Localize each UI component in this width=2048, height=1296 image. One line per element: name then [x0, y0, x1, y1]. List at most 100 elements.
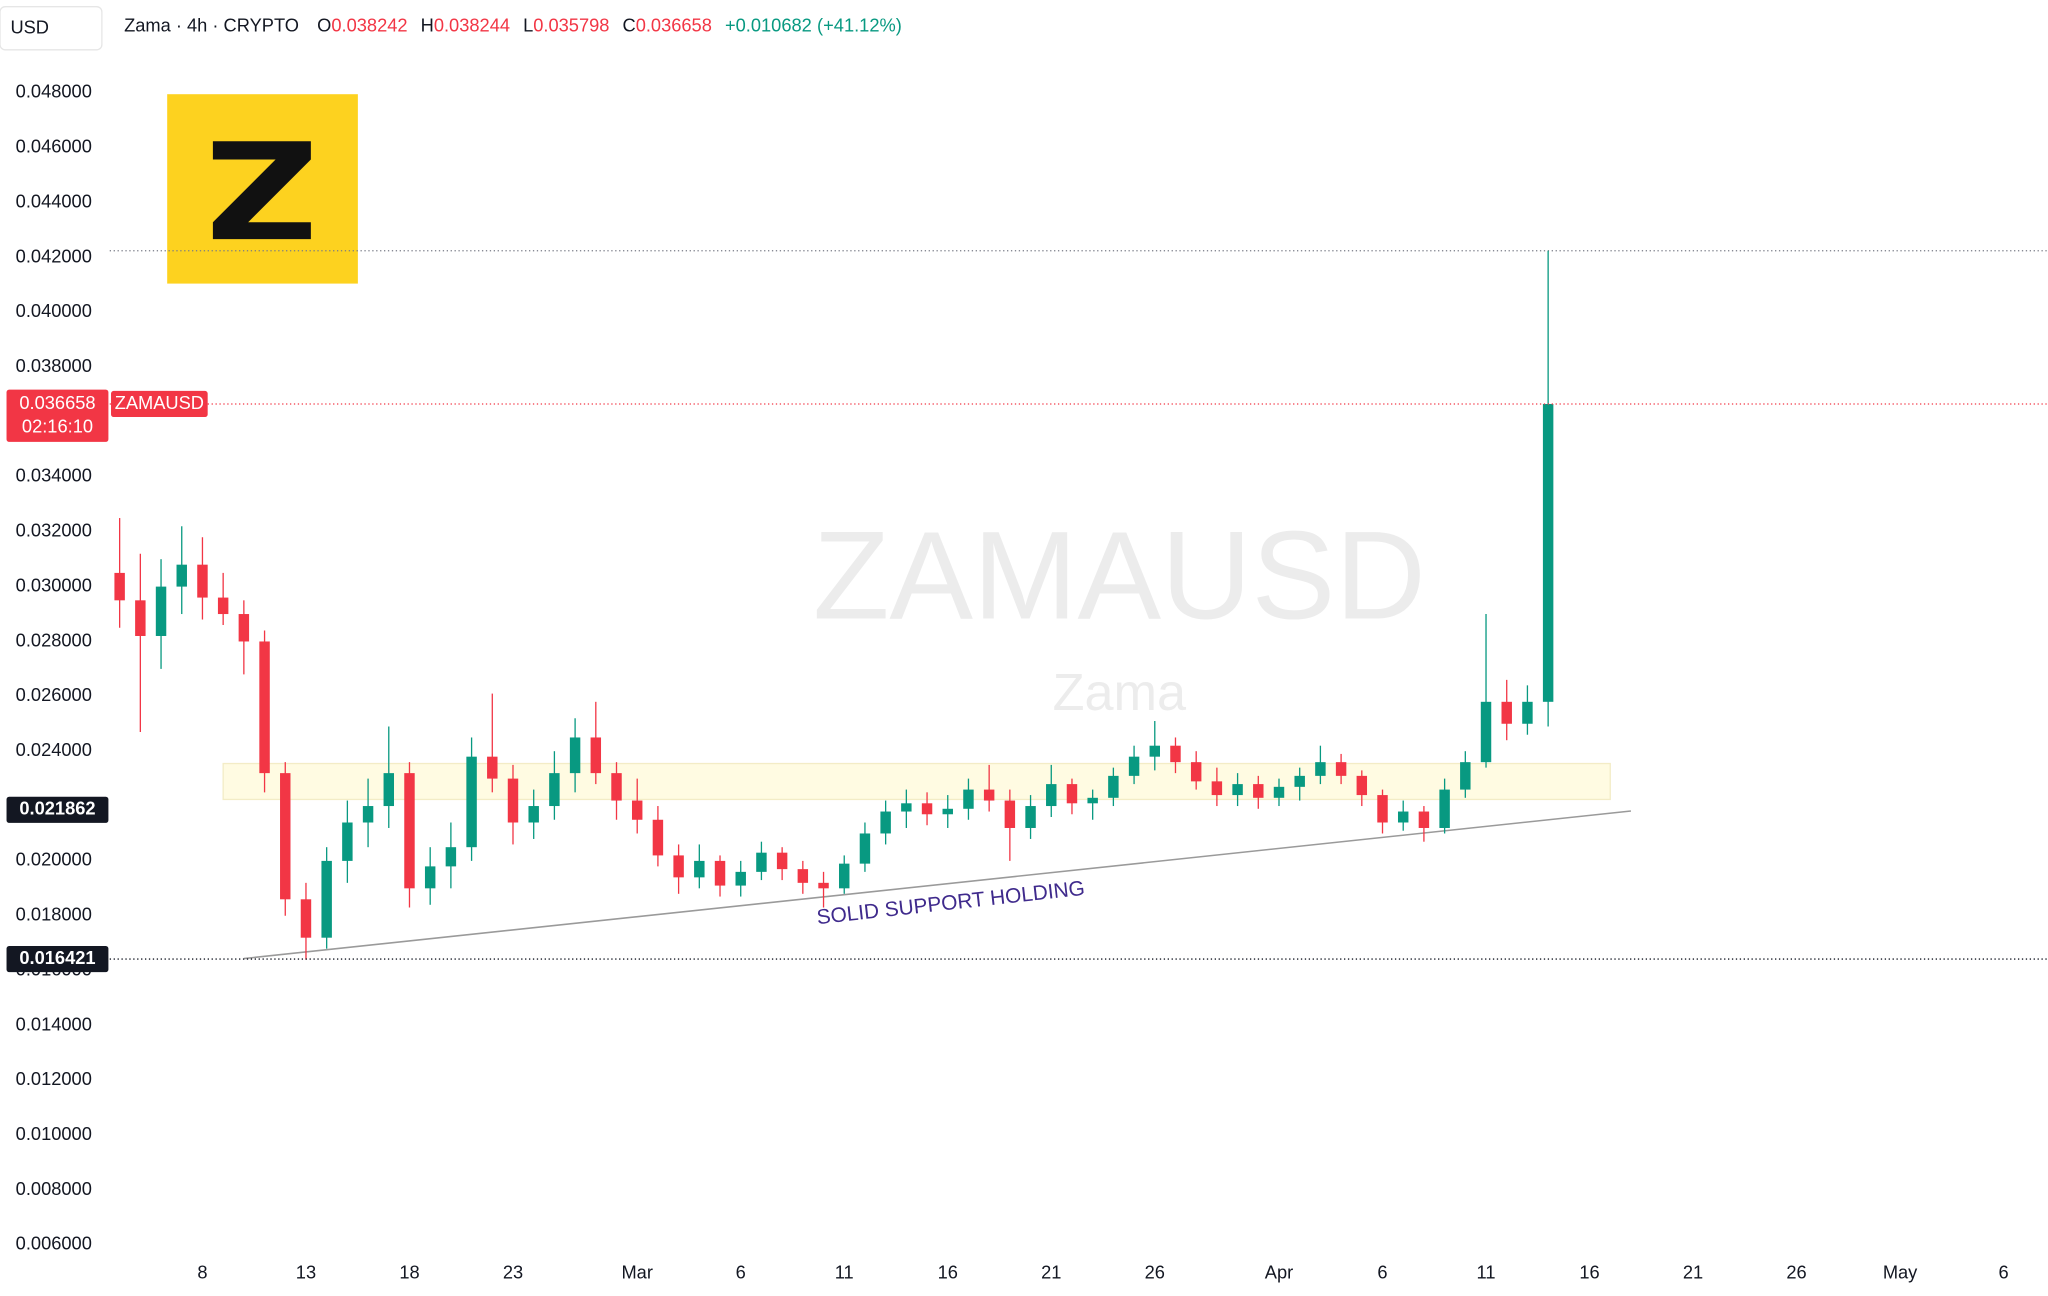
candle-body — [631, 800, 643, 820]
y-tick-label: 0.024000 — [16, 739, 92, 760]
candle-body — [1253, 784, 1264, 798]
y-tick-label: 0.008000 — [16, 1178, 92, 1199]
candle-body — [1542, 403, 1554, 702]
candle-body — [818, 882, 829, 889]
candle-body — [1460, 762, 1471, 790]
change: +0.010682 — [725, 14, 812, 35]
candle-body — [1232, 784, 1243, 796]
candle-body — [1501, 701, 1512, 724]
candle-body — [1108, 775, 1119, 798]
ohlc-key: H — [421, 14, 434, 35]
y-tick-label: 0.044000 — [16, 190, 92, 211]
candle-body — [1335, 762, 1347, 776]
candle-body — [776, 852, 788, 870]
candle-body — [424, 866, 436, 889]
candle-body — [549, 773, 560, 807]
watermark: ZAMAUSD Zama — [813, 504, 1426, 722]
y-tick-label: 0.014000 — [16, 1013, 92, 1034]
x-tick-label: Mar — [621, 1261, 652, 1282]
watermark-symbol: ZAMAUSD — [813, 504, 1426, 645]
y-tick-label: 0.030000 — [16, 574, 92, 595]
y-tick-label: 0.012000 — [16, 1068, 92, 1089]
candle-body — [1211, 781, 1223, 796]
candle-body — [1522, 701, 1533, 724]
candle-body — [1190, 762, 1202, 782]
candle-body — [300, 899, 312, 938]
x-tick-label: 6 — [1999, 1261, 2009, 1282]
change-pct: (+41.12%) — [817, 14, 902, 35]
candle-body — [1128, 756, 1140, 776]
y-tick-label: 0.028000 — [16, 629, 92, 650]
candle-body — [1004, 800, 1016, 828]
candle-body — [383, 773, 395, 807]
candle-body — [756, 852, 767, 872]
ohlc-key: C — [622, 14, 635, 35]
countdown: 02:16:10 — [22, 415, 93, 436]
candle-body — [280, 773, 291, 900]
candle-body — [652, 819, 664, 856]
x-tick-label: 23 — [503, 1261, 523, 1282]
candle-body — [1273, 786, 1285, 798]
candle-body — [445, 847, 457, 867]
candle-body — [735, 871, 746, 886]
candle-body — [983, 789, 995, 801]
candle-body — [859, 833, 871, 864]
candle-body — [1294, 775, 1305, 787]
price-label: 0.016421 — [19, 947, 95, 968]
candle-body — [673, 855, 684, 878]
x-tick-label: 6 — [736, 1261, 746, 1282]
candle-body — [1439, 789, 1450, 828]
candle-body — [797, 869, 809, 883]
candle-body — [528, 806, 539, 823]
candle-body — [362, 806, 374, 823]
y-tick-label: 0.042000 — [16, 245, 92, 266]
candle-body — [176, 564, 187, 587]
currency[interactable]: USD — [10, 17, 49, 38]
ohlc-value: 0.036658 — [636, 14, 712, 35]
price-label-box — [6, 389, 109, 442]
x-tick-label: 21 — [1683, 1261, 1703, 1282]
candle-body — [342, 822, 353, 861]
candle-body — [217, 597, 229, 615]
candle-body — [839, 863, 850, 889]
x-tick-label: May — [1883, 1261, 1918, 1282]
x-tick-label: 11 — [835, 1261, 854, 1282]
y-tick-label: 0.038000 — [16, 355, 92, 376]
candle-body — [135, 600, 146, 636]
x-tick-label: 16 — [1579, 1261, 1599, 1282]
ohlc-value: 0.038244 — [434, 14, 510, 35]
y-tick-label: 0.034000 — [16, 465, 92, 486]
y-tick-label: 0.010000 — [16, 1123, 92, 1144]
x-tick-label: 6 — [1377, 1261, 1387, 1282]
candle-body — [1377, 795, 1388, 823]
candle-body — [921, 803, 933, 815]
y-tick-label: 0.006000 — [16, 1233, 92, 1254]
currency-box[interactable] — [0, 6, 103, 51]
x-tick-label: 18 — [399, 1261, 419, 1282]
candle-body — [714, 860, 726, 886]
candle-body — [694, 860, 705, 878]
ohlc-value: 0.035798 — [533, 14, 609, 35]
candle-body — [487, 756, 498, 779]
price-label: 0.036658 — [19, 392, 95, 413]
support-zone — [222, 762, 1611, 801]
candle-body — [942, 808, 953, 815]
candle-body — [611, 773, 622, 801]
x-tick-label: 26 — [1145, 1261, 1165, 1282]
logo — [167, 94, 358, 284]
watermark-name: Zama — [1053, 664, 1187, 722]
candle-body — [1397, 811, 1409, 823]
candle-body — [1025, 806, 1036, 828]
price-label-box — [6, 946, 109, 973]
candle-body — [404, 773, 415, 889]
candle-body — [901, 803, 912, 812]
x-tick-label: 16 — [938, 1261, 958, 1282]
ohlc-value: 0.038242 — [331, 14, 407, 35]
candle-body — [466, 756, 477, 848]
y-tick-label: 0.020000 — [16, 849, 92, 870]
candle-body — [1480, 701, 1492, 763]
x-tick-label: 13 — [296, 1261, 316, 1282]
y-tick-label: 0.046000 — [16, 136, 92, 157]
candle-body — [114, 572, 125, 601]
